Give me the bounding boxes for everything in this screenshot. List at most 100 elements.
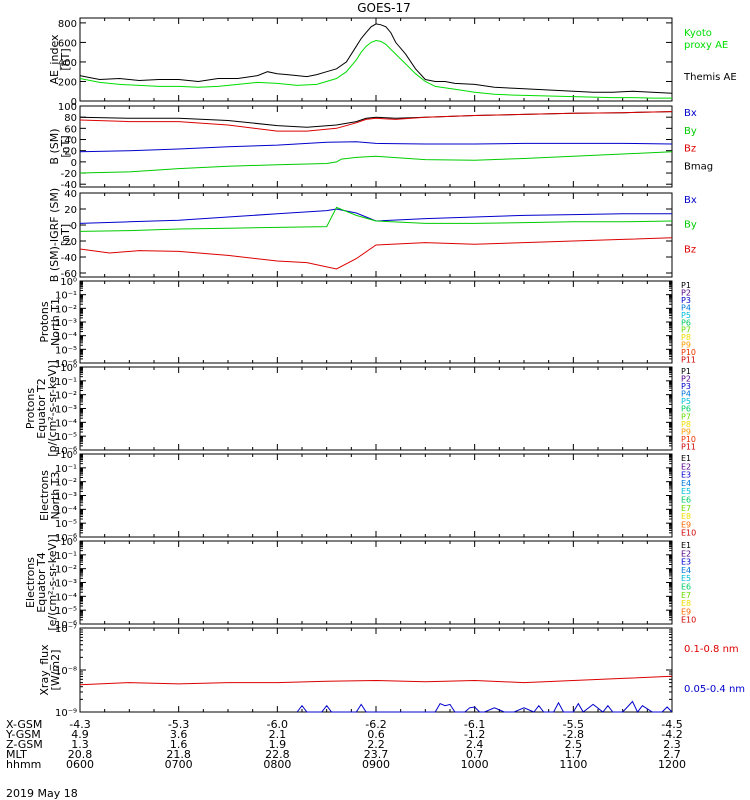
ephemeris-value: 4.9 (71, 728, 89, 741)
channel-legend-item: P4 (681, 303, 691, 312)
channel-legend-item: E9 (681, 607, 691, 616)
channel-legend-item: P2 (681, 375, 691, 384)
series-line (79, 208, 672, 224)
y-tick-label: 10⁻⁵ (55, 432, 77, 443)
y-tick-label: 10⁻² (55, 478, 77, 489)
y-tick-label: 10⁻⁹ (55, 708, 77, 719)
y-tick-label: 10⁻⁵ (55, 606, 77, 617)
side-label: Bx (684, 195, 697, 206)
side-label: 0.05-0.4 nm (684, 684, 745, 695)
channel-legend-item: P10 (681, 348, 696, 357)
ephemeris-value: 1100 (559, 758, 587, 771)
y-tick-label: -60 (61, 269, 77, 280)
ephemeris-value: -2.8 (563, 728, 584, 741)
ephemeris-value: 0900 (362, 758, 390, 771)
y-tick-label: 10⁻⁴ (55, 332, 77, 343)
ephemeris-value: 1.6 (170, 738, 188, 751)
plot-frame (79, 192, 673, 278)
ephemeris-value: 0700 (165, 758, 193, 771)
y-axis-label: B (SM) (48, 128, 61, 164)
y-axis-label: AE_index (48, 34, 61, 85)
side-label: Bmag (684, 161, 713, 172)
ephemeris-value: 2.5 (565, 738, 583, 751)
channel-legend-item: P8 (681, 333, 691, 342)
side-label: 0.1-0.8 nm (684, 644, 739, 655)
y-axis-label: Equator T2 (35, 378, 48, 438)
series-line (79, 206, 673, 232)
series-line (296, 700, 673, 713)
y-tick-label: -20 (61, 237, 77, 248)
y-tick-label: 10⁻⁵ (55, 519, 77, 530)
y-tick-label: 10⁻⁸ (55, 666, 77, 677)
y-tick-label: -40 (61, 180, 77, 191)
channel-legend-item: E2 (681, 549, 691, 558)
channel-legend-item: P10 (681, 435, 696, 444)
y-axis-label: [nT] (59, 224, 72, 246)
plot-frame (79, 280, 673, 364)
series-line (79, 23, 673, 94)
channel-legend-item: E5 (681, 574, 691, 583)
y-tick-label: 0 (71, 158, 77, 169)
side-label: Themis AE (683, 72, 737, 83)
channel-legend-item: P1 (681, 281, 691, 290)
y-tick-label: 10⁰ (60, 537, 77, 548)
ephemeris-value: 23.7 (364, 748, 389, 761)
ephemeris-value: 20.8 (68, 748, 93, 761)
y-tick-label: 100 (58, 102, 77, 113)
y-tick-label: 10⁰ (60, 363, 77, 374)
panel-enorth: 10⁰ 10⁻¹ 10⁻² 10⁻³ 10⁻⁴ 10⁻⁵ 10⁻⁶ ElectronsNort… (38, 450, 696, 544)
panel-pnorth: 10⁰ 10⁻¹ 10⁻² 10⁻³ 10⁻⁴ 10⁻⁵ 10⁻⁶ ProtonsNorth … (38, 277, 696, 370)
channel-legend-item: P8 (681, 420, 691, 429)
y-axis-label: [nT] (59, 48, 72, 70)
ephemeris-row-label: MLT (6, 748, 27, 761)
y-tick-label: 10⁻⁶ (55, 359, 77, 370)
channel-legend-item: P5 (681, 311, 691, 320)
y-tick-label: 20 (64, 205, 77, 216)
channel-legend-item: E5 (681, 487, 691, 496)
series-line (79, 141, 673, 153)
ephemeris-row-label: hhmm (6, 758, 41, 771)
ephemeris-value: 2.1 (269, 728, 287, 741)
plot-frame (79, 540, 673, 625)
channel-legend-item: P11 (681, 442, 696, 451)
y-tick-label: 10⁻³ (55, 492, 77, 503)
channel-legend-item: E8 (681, 512, 691, 521)
y-tick-label: 10⁰ (60, 450, 77, 461)
y-tick-label: 10⁻¹ (55, 291, 77, 302)
ephemeris-value: 2.3 (663, 738, 681, 751)
figure-title: GOES-17 (357, 1, 411, 15)
y-tick-label: -20 (61, 169, 77, 180)
ephemeris-row-label: Y-GSM (5, 728, 41, 741)
side-label: Bz (684, 144, 696, 155)
series-line (79, 151, 673, 174)
series-line (79, 111, 673, 128)
y-axis-label: North T3 (49, 472, 62, 520)
channel-legend-item: E2 (681, 462, 691, 471)
y-axis-label: [W/m2] (49, 650, 62, 691)
y-tick-label: 80 (64, 113, 77, 124)
channel-legend-item: E8 (681, 599, 691, 608)
channel-legend-item: E7 (681, 591, 691, 600)
series-line (79, 237, 673, 270)
y-tick-label: 10⁻⁶ (55, 446, 77, 457)
y-tick-label: 10⁻⁴ (55, 505, 77, 516)
series-line (79, 111, 673, 132)
channel-legend-item: E1 (681, 541, 691, 550)
ephemeris-value: 21.8 (166, 748, 191, 761)
y-tick-label: 10⁰ (60, 277, 77, 288)
side-label: By (684, 126, 697, 137)
channel-legend-item: P4 (681, 390, 691, 399)
channel-legend-item: P9 (681, 427, 691, 436)
y-tick-label: 0 (71, 97, 77, 108)
y-tick-label: 10⁻³ (55, 318, 77, 329)
y-tick-label: 10⁻² (55, 304, 77, 315)
channel-legend-item: P6 (681, 318, 691, 327)
y-axis-label: North T1 (49, 298, 62, 346)
channel-legend-item: E4 (681, 479, 691, 488)
channel-legend-item: P7 (681, 326, 691, 335)
ephemeris-row-label: X-GSM (6, 718, 42, 731)
channel-legend-item: E9 (681, 520, 691, 529)
